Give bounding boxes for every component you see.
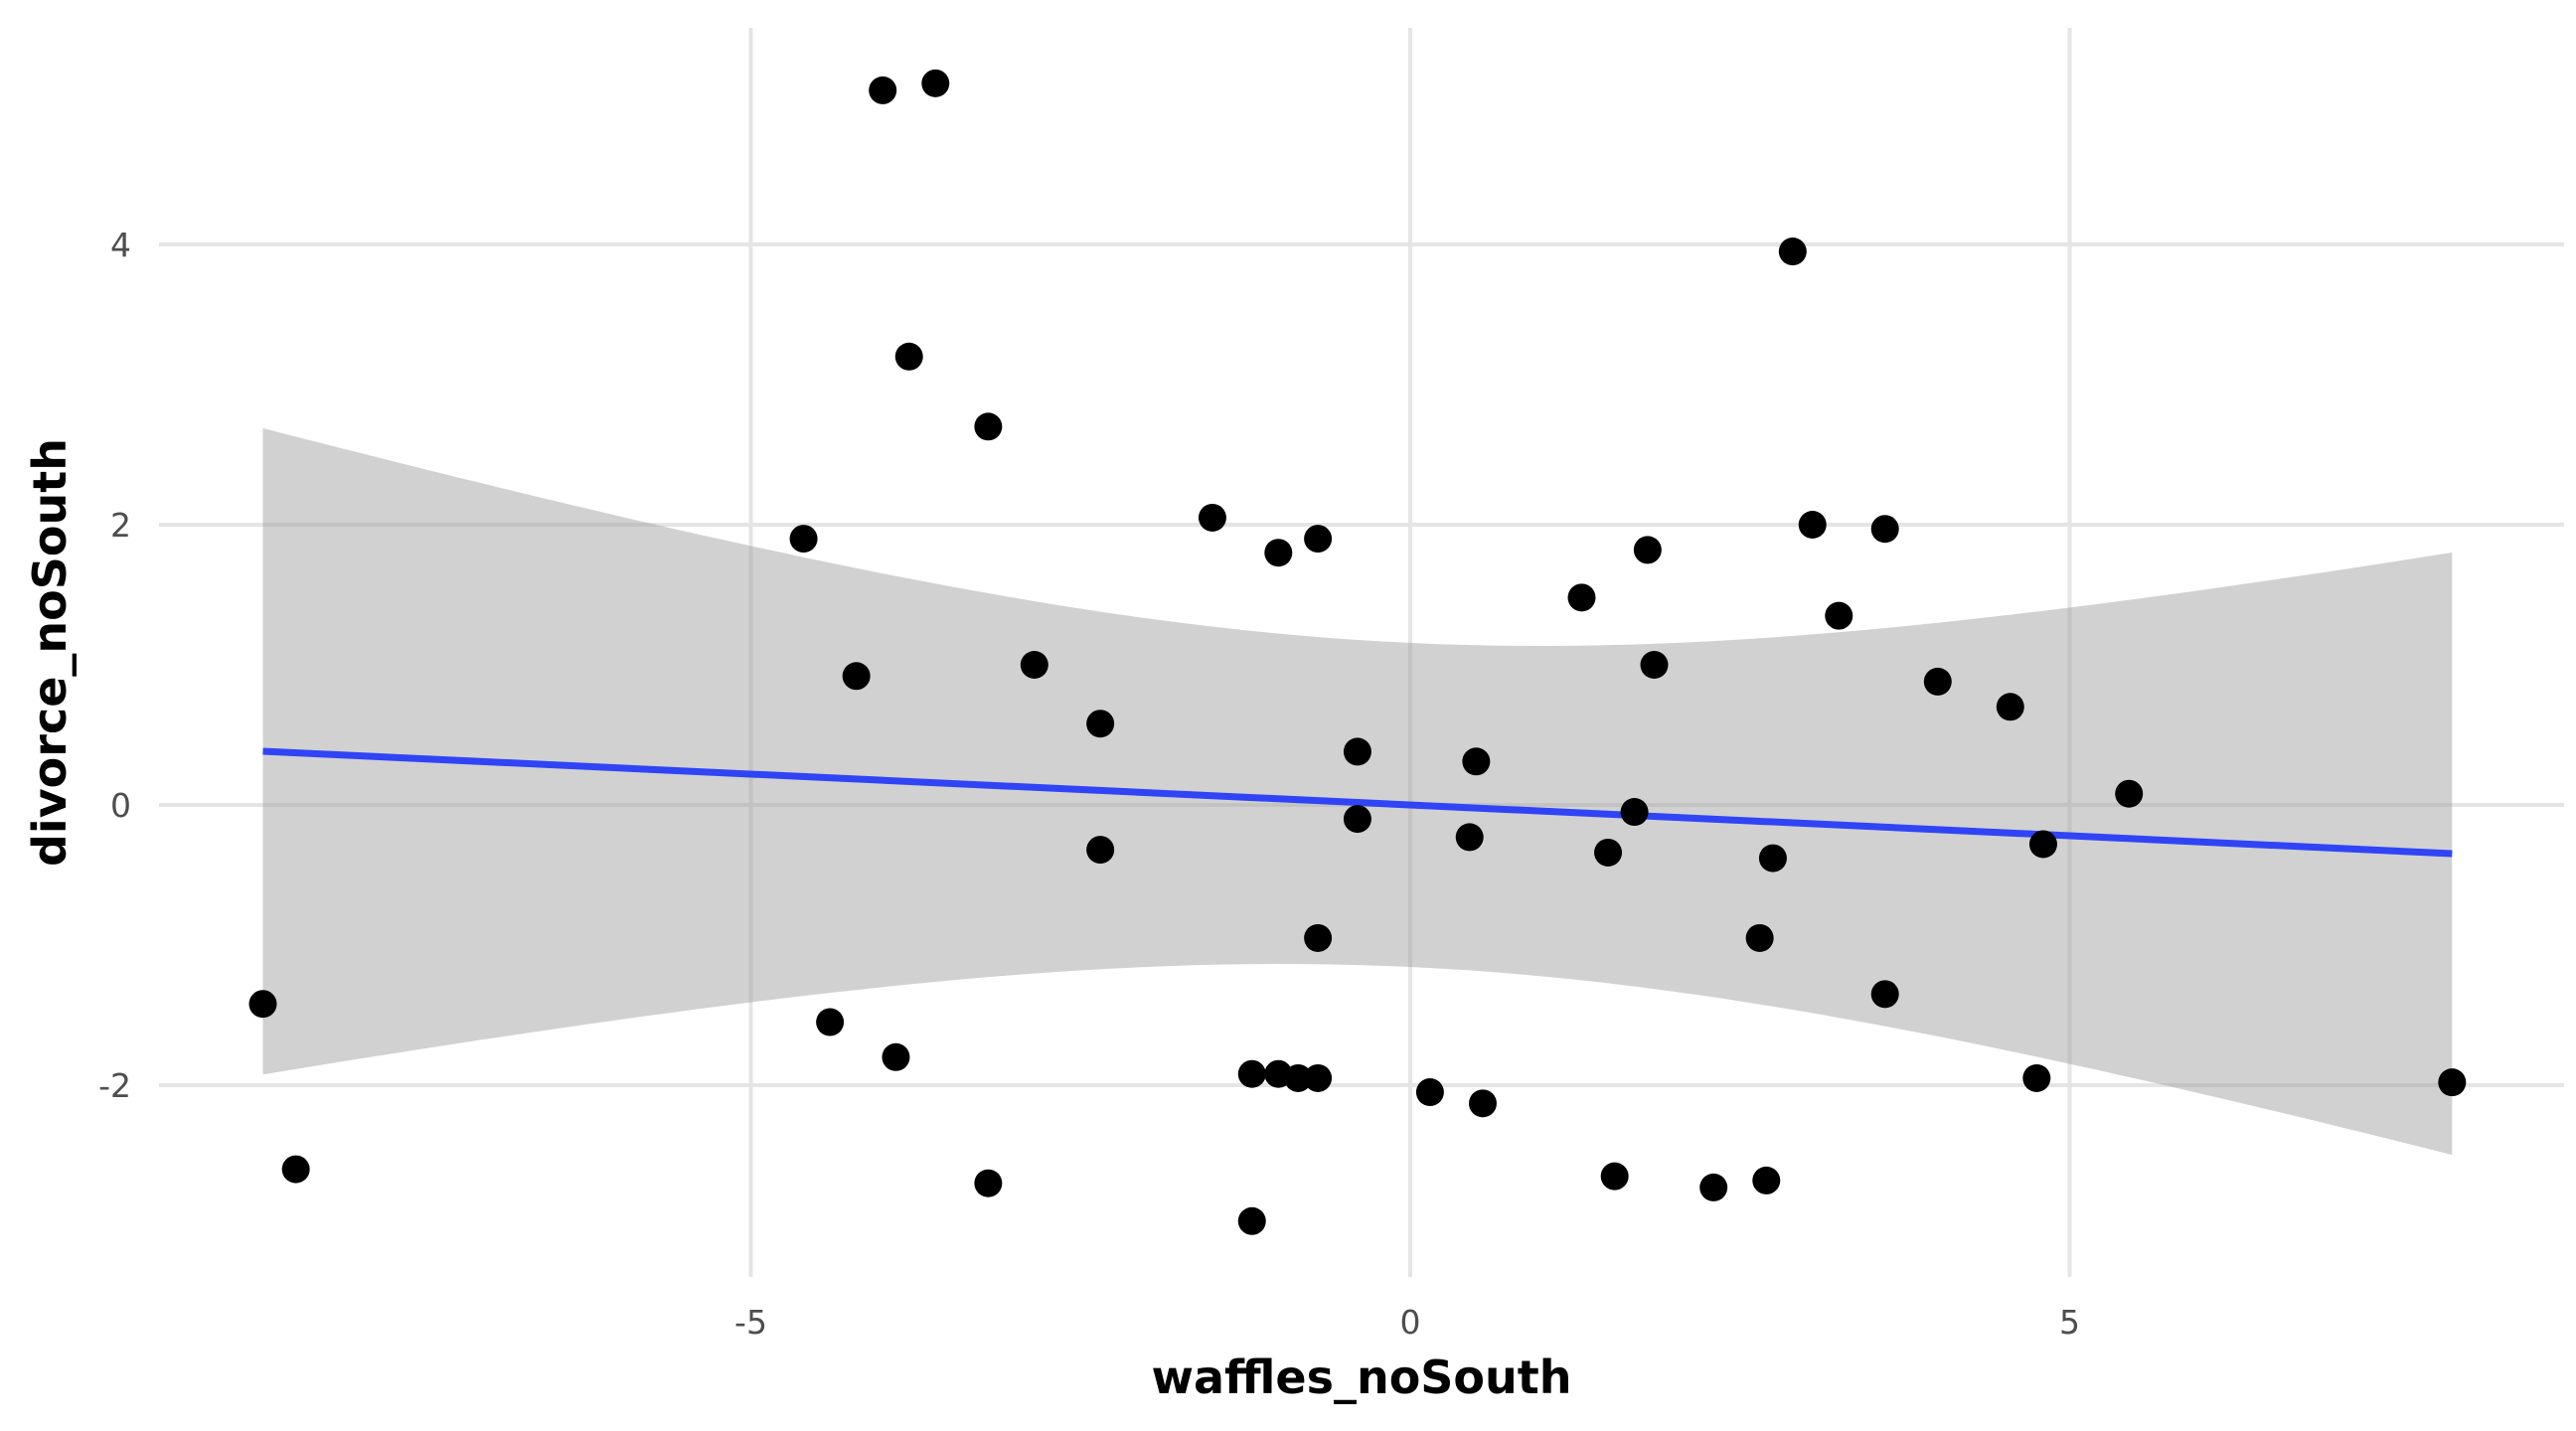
data-point (1825, 601, 1853, 630)
data-point (1778, 238, 1807, 266)
y-axis-ticks: -2 0 2 4 (98, 226, 131, 1105)
data-point (2115, 779, 2144, 808)
x-tick-label: 5 (2059, 1303, 2080, 1342)
data-point (1304, 525, 1333, 554)
data-point (1237, 1059, 1266, 1088)
data-point (1455, 823, 1484, 852)
data-point (921, 69, 950, 97)
data-point (248, 990, 277, 1019)
data-point (1752, 1166, 1781, 1194)
y-tick-label: 0 (110, 786, 131, 825)
x-axis-ticks: -5 0 5 (734, 1303, 2080, 1342)
data-point (1284, 1063, 1313, 1092)
y-tick-label: 2 (110, 506, 131, 545)
data-point (1996, 693, 2024, 721)
x-tick-label: -5 (734, 1303, 767, 1342)
data-point (1594, 838, 1623, 867)
data-point (1870, 515, 1899, 544)
fit-line-layer (262, 747, 2453, 858)
data-point (1758, 844, 1787, 873)
data-point (1020, 651, 1048, 679)
data-point (1343, 805, 1371, 834)
data-point (1264, 539, 1293, 567)
data-point (1567, 583, 1596, 612)
data-point (1237, 1206, 1266, 1235)
data-point (1086, 836, 1115, 865)
data-point (281, 1155, 310, 1184)
confidence-band-layer (262, 427, 2453, 1156)
regression-line (262, 747, 2453, 858)
data-point (1304, 1063, 1333, 1092)
confidence-band (262, 427, 2453, 1156)
y-axis-title: divorce_noSouth (23, 438, 77, 867)
data-point (1468, 1089, 1497, 1118)
data-point (2028, 830, 2057, 859)
data-point (1745, 923, 1774, 952)
y-tick-label: 4 (110, 226, 131, 264)
data-point (842, 662, 871, 691)
data-point (974, 1169, 1003, 1197)
data-point (869, 76, 897, 104)
data-point (2438, 1068, 2467, 1097)
data-point (789, 525, 818, 554)
data-point (1600, 1162, 1629, 1191)
data-point (816, 1008, 845, 1036)
data-points (248, 69, 2467, 1235)
x-tick-label: 0 (1400, 1303, 1421, 1342)
data-point (974, 412, 1003, 441)
data-point (1633, 536, 1662, 564)
data-point (1640, 651, 1669, 679)
data-point (882, 1042, 910, 1071)
data-point (1870, 980, 1899, 1009)
data-point (1699, 1173, 1728, 1201)
data-point (2022, 1063, 2051, 1092)
data-point (1462, 747, 1491, 776)
x-axis-title: waffles_noSouth (1151, 1351, 1571, 1404)
data-point (1620, 798, 1649, 827)
data-point (1415, 1078, 1444, 1107)
data-point (1086, 710, 1115, 738)
data-point (1343, 737, 1371, 766)
data-point (1198, 503, 1226, 532)
data-point (1304, 923, 1333, 952)
y-tick-label: -2 (98, 1066, 131, 1105)
data-point (1923, 667, 1952, 696)
data-point (1798, 511, 1827, 539)
data-point (894, 342, 923, 371)
